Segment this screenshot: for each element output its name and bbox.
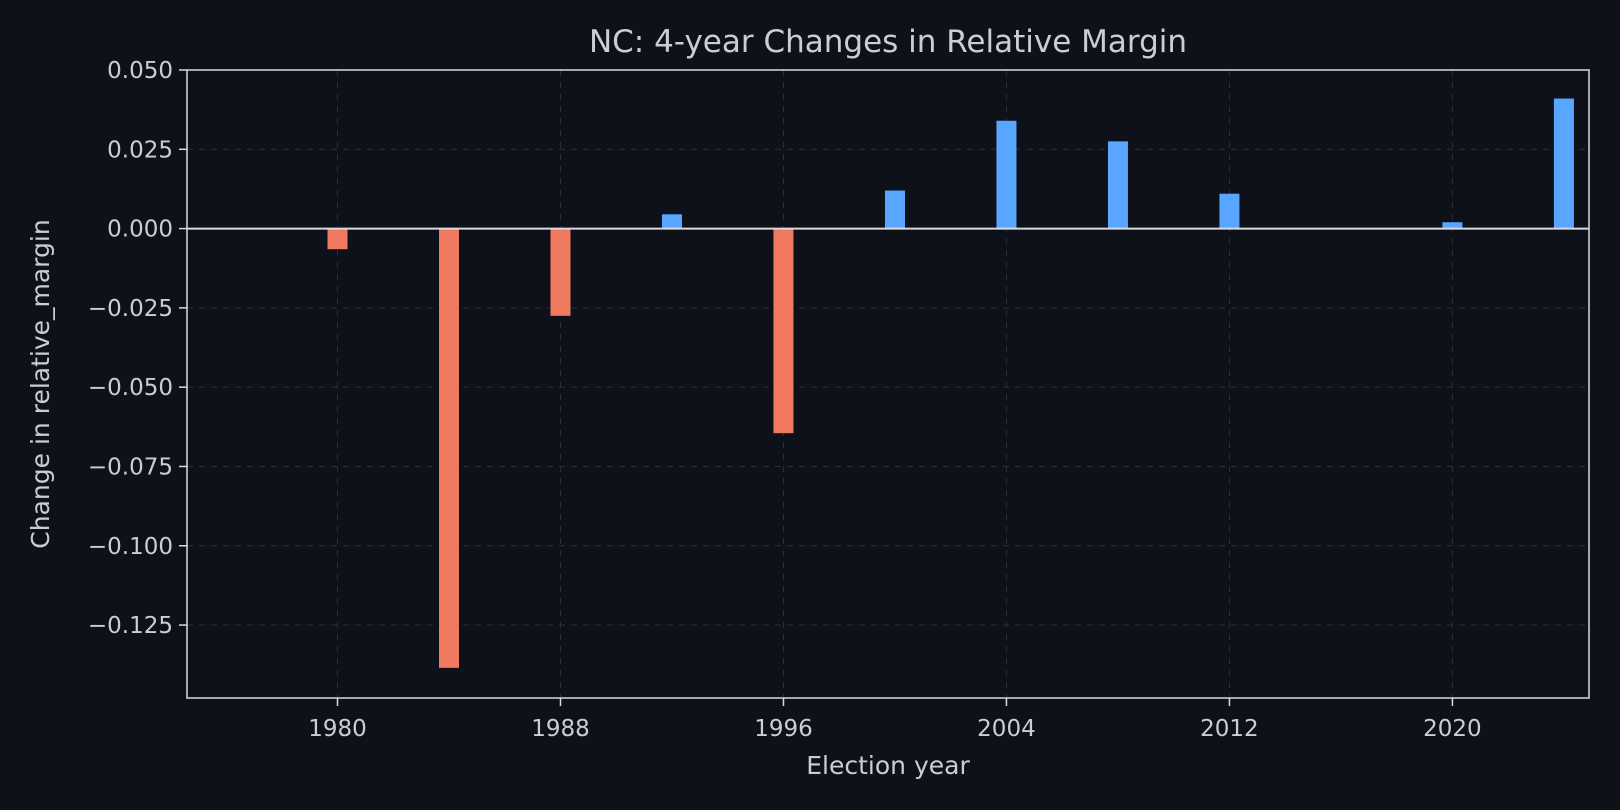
x-tick-label: 2012 xyxy=(1200,716,1259,742)
plot-frame xyxy=(186,69,1590,699)
bar-1984 xyxy=(439,228,460,668)
y-tick-label: 0.000 xyxy=(107,217,173,243)
y-tick-label: −0.050 xyxy=(88,375,173,401)
y-tick-label: −0.025 xyxy=(88,296,173,322)
bar-1980 xyxy=(327,228,348,250)
y-axis-title: Change in relative_margin xyxy=(26,219,55,548)
plot-area xyxy=(187,70,1589,698)
bar-2024 xyxy=(1553,98,1574,229)
y-tick-label: 0.025 xyxy=(107,137,173,163)
x-axis-ticks: 1980 1988 1996 2004 2012 2020 xyxy=(308,698,1482,742)
x-tick-label: 1988 xyxy=(531,716,590,742)
y-axis-ticks: 0.050 0.025 0.000 −0.025 −0.050 −0.075 −0.100 −… xyxy=(88,58,187,639)
bar-2020 xyxy=(1442,222,1463,229)
y-tick-label: 0.050 xyxy=(107,58,173,84)
x-tick-label: 2004 xyxy=(977,716,1036,742)
bar-1996 xyxy=(773,228,794,434)
bar-1988 xyxy=(550,228,571,316)
bar-2004 xyxy=(996,120,1017,229)
y-tick-label: −0.075 xyxy=(88,454,173,480)
grid-lines xyxy=(187,69,1589,698)
bar-2008 xyxy=(1107,141,1128,229)
y-tick-label: −0.125 xyxy=(88,613,173,639)
bar-series xyxy=(327,98,1574,668)
y-tick-label: −0.100 xyxy=(88,534,173,560)
x-tick-label: 1980 xyxy=(308,716,367,742)
bar-2000 xyxy=(884,190,905,229)
bar-1992 xyxy=(661,214,682,229)
x-tick-label: 1996 xyxy=(754,716,813,742)
chart-title: NC: 4-year Changes in Relative Margin xyxy=(589,24,1187,60)
x-axis-title: Election year xyxy=(806,751,970,780)
x-tick-label: 2020 xyxy=(1423,716,1482,742)
bar-2012 xyxy=(1219,193,1240,229)
